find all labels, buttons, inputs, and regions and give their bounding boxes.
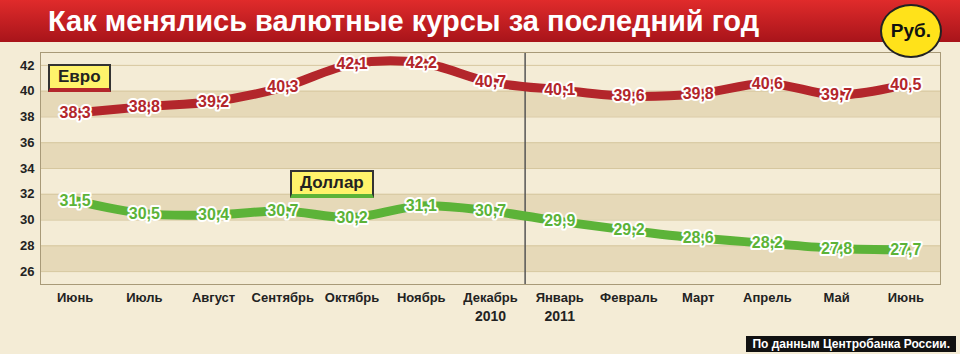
- svg-text:Апрель: Апрель: [743, 290, 792, 305]
- svg-text:40,3: 40,3: [267, 78, 298, 95]
- svg-text:Октябрь: Октябрь: [325, 290, 380, 305]
- svg-text:28,6: 28,6: [683, 229, 714, 246]
- svg-text:36: 36: [20, 135, 34, 150]
- svg-text:38,3: 38,3: [60, 104, 91, 121]
- svg-text:30,7: 30,7: [475, 202, 506, 219]
- svg-text:30: 30: [20, 212, 34, 227]
- svg-text:40,5: 40,5: [890, 76, 921, 93]
- svg-text:Январь: Январь: [536, 290, 584, 305]
- svg-text:Июль: Июль: [126, 290, 162, 305]
- svg-text:2011: 2011: [545, 308, 576, 324]
- svg-text:28: 28: [20, 238, 34, 253]
- svg-text:39,2: 39,2: [198, 93, 229, 110]
- svg-text:34: 34: [20, 161, 35, 176]
- svg-text:38,8: 38,8: [129, 98, 160, 115]
- svg-text:42,1: 42,1: [336, 55, 367, 72]
- svg-text:Май: Май: [824, 290, 850, 305]
- svg-text:40: 40: [20, 83, 34, 98]
- svg-text:32: 32: [20, 186, 34, 201]
- html-text:Как менялись валютные курсы за: Как менялись валютные курсы за последний…: [48, 5, 760, 37]
- svg-text:30,4: 30,4: [198, 206, 229, 223]
- svg-text:29,9: 29,9: [544, 212, 575, 229]
- svg-text:39,7: 39,7: [821, 86, 852, 103]
- svg-text:38: 38: [20, 109, 34, 124]
- html-text:Доллар: Доллар: [300, 173, 364, 192]
- svg-text:30,2: 30,2: [336, 209, 367, 226]
- svg-text:28,2: 28,2: [752, 234, 783, 251]
- svg-text:30,5: 30,5: [129, 205, 160, 222]
- html-text:Евро: Евро: [58, 67, 101, 86]
- svg-text:27,8: 27,8: [821, 240, 852, 257]
- html-text:По данным Центробанка России.: По данным Центробанка России.: [752, 337, 950, 351]
- svg-text:39,6: 39,6: [613, 87, 644, 104]
- svg-text:2010: 2010: [475, 308, 506, 324]
- svg-text:42: 42: [20, 58, 34, 73]
- svg-text:Июнь: Июнь: [57, 290, 93, 305]
- svg-text:40,6: 40,6: [752, 75, 783, 92]
- svg-text:Март: Март: [682, 290, 714, 305]
- svg-text:Июнь: Июнь: [888, 290, 924, 305]
- html-text:Руб.: Руб.: [890, 20, 932, 41]
- svg-text:Февраль: Февраль: [600, 290, 658, 305]
- svg-text:29,2: 29,2: [613, 221, 644, 238]
- svg-text:Август: Август: [192, 290, 235, 305]
- svg-text:27,7: 27,7: [890, 241, 921, 258]
- svg-text:42,2: 42,2: [406, 54, 437, 71]
- svg-text:Ноябрь: Ноябрь: [397, 290, 446, 305]
- svg-text:40,7: 40,7: [475, 73, 506, 90]
- svg-text:31,1: 31,1: [406, 197, 437, 214]
- svg-text:Сентябрь: Сентябрь: [252, 290, 314, 305]
- svg-text:31,5: 31,5: [60, 192, 91, 209]
- svg-text:Декабрь: Декабрь: [463, 290, 517, 305]
- svg-text:26: 26: [20, 264, 34, 279]
- svg-text:40,1: 40,1: [544, 81, 575, 98]
- svg-text:30,7: 30,7: [267, 202, 298, 219]
- svg-text:39,8: 39,8: [683, 85, 714, 102]
